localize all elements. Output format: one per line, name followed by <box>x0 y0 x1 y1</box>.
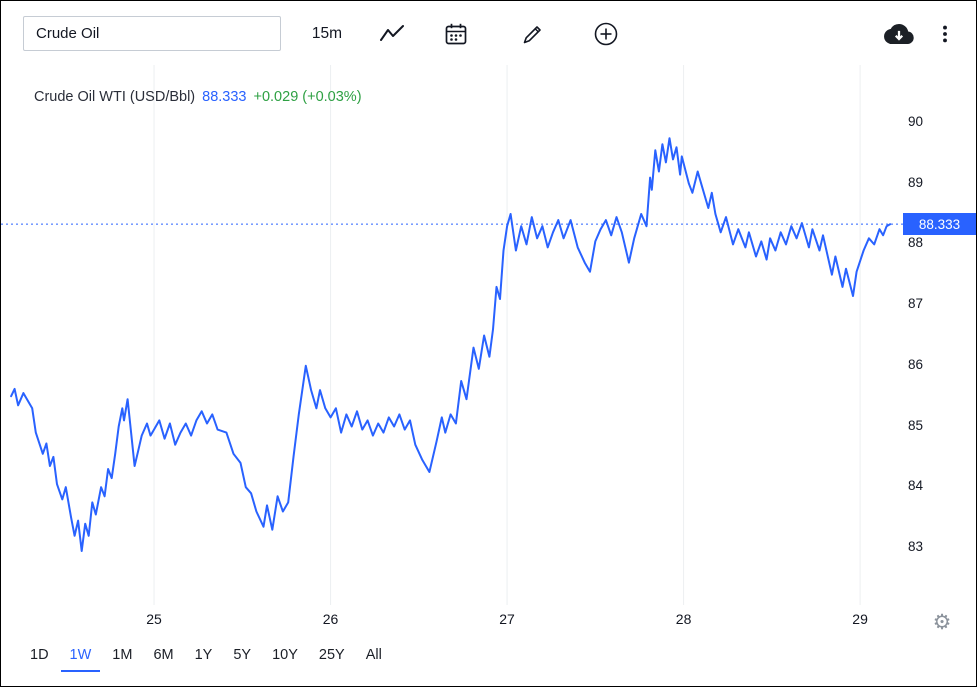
x-axis-label: 27 <box>499 611 515 627</box>
cloud-download-button[interactable] <box>875 16 923 51</box>
x-axis-label: 28 <box>675 611 692 627</box>
line-chart-icon <box>380 24 404 41</box>
range-button-1y[interactable]: 1Y <box>186 642 222 672</box>
x-axis-label: 29 <box>852 611 868 627</box>
top-toolbar: 15m <box>1 1 976 65</box>
y-axis-label: 86 <box>908 356 924 372</box>
legend-price: 88.333 <box>202 89 247 105</box>
x-axis-label: 26 <box>322 611 339 627</box>
range-button-5y[interactable]: 5Y <box>224 642 260 672</box>
price-axis[interactable]: 90 89 88 87 86 85 84 83 <box>904 65 976 605</box>
plus-circle-icon <box>594 22 618 45</box>
range-button-10y[interactable]: 10Y <box>263 642 307 672</box>
y-axis-label: 89 <box>908 174 924 190</box>
chart-legend: Crude Oil WTI (USD/Bbl) 88.333 +0.029 (+… <box>34 89 362 105</box>
range-button-all[interactable]: All <box>357 642 391 672</box>
y-axis-label: 83 <box>908 538 924 554</box>
range-toolbar: 1D 1W 1M 6M 1Y 5Y 10Y 25Y All <box>21 642 391 672</box>
interval-button[interactable]: 15m <box>299 16 355 51</box>
y-axis-label: 90 <box>908 113 924 129</box>
price-chart[interactable] <box>1 65 906 605</box>
time-axis[interactable]: 25 26 27 28 29 <box>1 607 906 629</box>
range-button-1m[interactable]: 1M <box>103 642 141 672</box>
symbol-search-input[interactable] <box>23 16 281 51</box>
range-button-6m[interactable]: 6M <box>144 642 182 672</box>
y-axis-label: 88 <box>908 235 924 251</box>
y-axis-label: 85 <box>908 417 924 433</box>
current-price-axis-label: 88.333 <box>903 213 976 236</box>
legend-change: +0.029 (+0.03%) <box>253 89 362 105</box>
y-axis-label: 87 <box>908 296 924 312</box>
pencil-icon <box>523 25 541 43</box>
price-line <box>10 137 892 552</box>
range-button-25y[interactable]: 25Y <box>310 642 354 672</box>
calendar-icon <box>445 23 467 44</box>
range-button-1d[interactable]: 1D <box>21 642 58 672</box>
kebab-menu-icon <box>943 25 947 42</box>
add-indicator-button[interactable] <box>583 16 629 51</box>
x-axis-label: 25 <box>146 611 162 627</box>
draw-button[interactable] <box>509 16 557 51</box>
y-axis-label: 84 <box>908 478 924 494</box>
cloud-download-icon <box>884 23 914 44</box>
range-button-1w[interactable]: 1W <box>60 642 101 672</box>
settings-button[interactable]: ⚙ <box>927 607 957 637</box>
chart-style-button[interactable] <box>369 16 415 51</box>
calendar-button[interactable] <box>433 16 479 51</box>
gear-icon: ⚙ <box>932 610 952 634</box>
more-options-button[interactable] <box>925 16 965 51</box>
legend-title: Crude Oil WTI (USD/Bbl) <box>34 89 196 105</box>
